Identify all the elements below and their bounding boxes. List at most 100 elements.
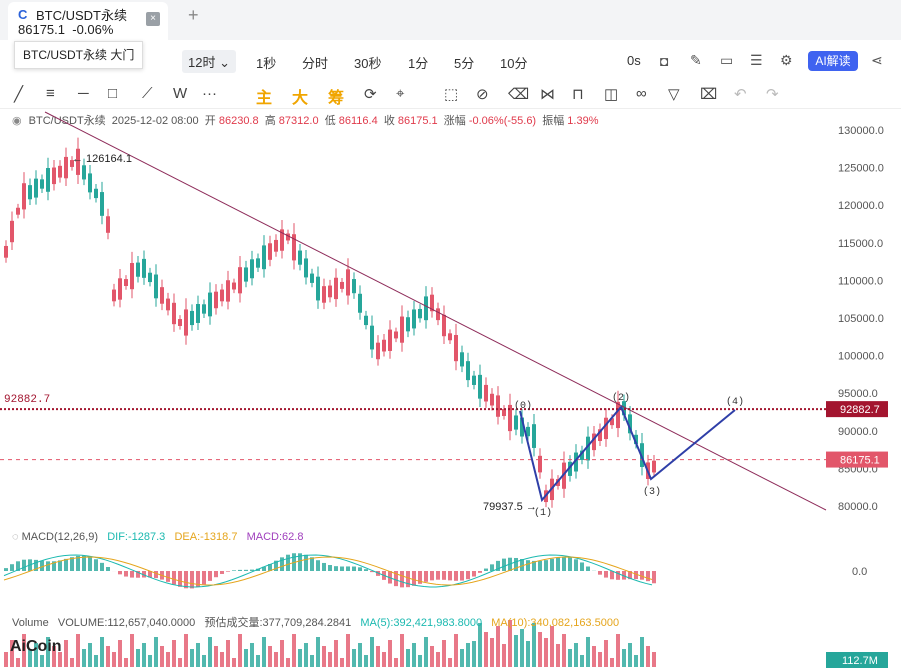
main-force-tool[interactable]: 主 [256, 90, 273, 107]
close-tab-icon[interactable]: × [146, 12, 160, 26]
volume-bar [298, 649, 302, 667]
macd-bar [286, 554, 290, 571]
rect-tool-icon[interactable]: □ [108, 85, 118, 102]
volume-bar [622, 649, 626, 667]
macd-bar [562, 556, 566, 571]
line-tool-icon[interactable]: ╱ [14, 86, 24, 103]
brush-tool-icon[interactable]: ⟋ [142, 85, 153, 102]
macd-bar [436, 571, 440, 580]
candle-body [460, 352, 464, 367]
interval-10m[interactable]: 10分 [500, 56, 528, 71]
magnet-icon[interactable]: ⋈ [540, 86, 555, 103]
candle-body [202, 304, 206, 314]
select-icon[interactable]: ⬚ [444, 86, 459, 103]
trash-icon[interactable]: ⌧ [700, 86, 718, 103]
macd-bar [466, 571, 470, 580]
macd-panel: 0.0 [3, 553, 867, 589]
candle-body [436, 308, 440, 321]
list-icon[interactable]: ☰ [750, 52, 763, 68]
candle-body [496, 395, 500, 417]
pen-icon[interactable]: ✎ [690, 52, 702, 68]
volume-bar [106, 646, 110, 667]
candle-body [274, 239, 278, 252]
candle-body [34, 178, 38, 198]
volume-bar [124, 658, 128, 667]
eraser-icon[interactable]: ⌫ [508, 86, 530, 103]
link-icon[interactable]: ∞ [636, 85, 647, 102]
macd-bar [544, 560, 548, 571]
candle-body [268, 243, 272, 260]
sync-icon[interactable]: ⟳ [364, 86, 377, 103]
macd-bar [328, 565, 332, 571]
volume-bar [430, 646, 434, 667]
candle-body [124, 279, 128, 287]
share-icon[interactable]: ⋖ [871, 52, 883, 68]
candle-body [328, 285, 332, 298]
macd-bar [226, 571, 230, 572]
eye-icon[interactable]: ◉ [12, 115, 22, 127]
filter-icon[interactable]: ▽ [668, 86, 680, 103]
macd-bar [34, 559, 38, 571]
macd-bar [394, 571, 398, 587]
volume-bar [388, 640, 392, 667]
macd-bar [178, 571, 182, 587]
candle-body [568, 461, 572, 476]
clipboard-icon[interactable]: ▭ [720, 52, 734, 68]
macd-bar [268, 564, 272, 571]
more-tools-button[interactable]: ··· [202, 85, 217, 102]
tab-btc-usdt[interactable]: C BTC/USDT永续 86175.1 -0.06% × [8, 2, 168, 40]
macd-bar [202, 571, 206, 585]
macd-bar [334, 566, 338, 571]
w-pattern-tool[interactable]: W [173, 85, 188, 102]
candle-body [52, 167, 56, 185]
macd-bar [538, 560, 542, 571]
hlines-tool-icon[interactable]: ≡ [46, 85, 55, 102]
volume-bar [610, 658, 614, 667]
camera-icon[interactable]: ◘ [660, 53, 669, 69]
hide-icon[interactable]: ◫ [604, 86, 619, 103]
candle-body [226, 280, 230, 302]
interval-5m[interactable]: 5分 [454, 56, 475, 71]
macd-bar [304, 554, 308, 571]
macd-bar [10, 564, 14, 571]
macd-bar [274, 560, 278, 571]
macd-bar [250, 569, 254, 571]
volume-bar [268, 646, 272, 667]
candle-body [244, 267, 248, 282]
macd-bar [298, 553, 302, 571]
hline-tool-icon[interactable]: ─ [78, 85, 89, 102]
volume-bar [100, 637, 104, 667]
macd-bar [82, 555, 86, 571]
volume-bar [10, 640, 14, 667]
ai-analysis-button[interactable]: AI解读 [808, 51, 858, 71]
interval-1s[interactable]: 1秒 [256, 56, 277, 71]
macd-bar [142, 571, 146, 578]
redo-icon[interactable]: ↷ [766, 86, 779, 103]
new-tab-button[interactable]: + [188, 5, 199, 25]
candle-body [334, 277, 338, 300]
undo-icon[interactable]: ↶ [734, 86, 747, 103]
ruler-icon[interactable]: ⊘ [476, 86, 489, 103]
candle-body [358, 293, 362, 313]
candle-body [28, 185, 32, 200]
chips-tool[interactable]: 筹 [328, 90, 345, 107]
interval-timeshare[interactable]: 分时 [302, 56, 329, 71]
volume-bar [532, 623, 536, 667]
macd-bar [586, 566, 590, 571]
gear-icon[interactable]: ⚙ [780, 52, 793, 68]
interval-12h[interactable]: 12时 ⌄ [182, 50, 236, 73]
lock-icon[interactable]: ⊓ [572, 86, 584, 103]
candle-body [310, 273, 314, 283]
interval-30s[interactable]: 30秒 [354, 56, 382, 71]
volume-bar [166, 652, 170, 667]
countdown-label: 0s [627, 53, 641, 68]
volume-bar [628, 643, 632, 667]
measure-icon[interactable]: ⌖ [396, 85, 405, 102]
candle-body [370, 325, 374, 350]
macd-bar [580, 562, 584, 571]
price-tick-label: 95000.0 [838, 388, 878, 400]
big-order-tool[interactable]: 大 [292, 90, 309, 107]
dea-line [3, 556, 653, 586]
interval-1m[interactable]: 1分 [408, 56, 429, 71]
